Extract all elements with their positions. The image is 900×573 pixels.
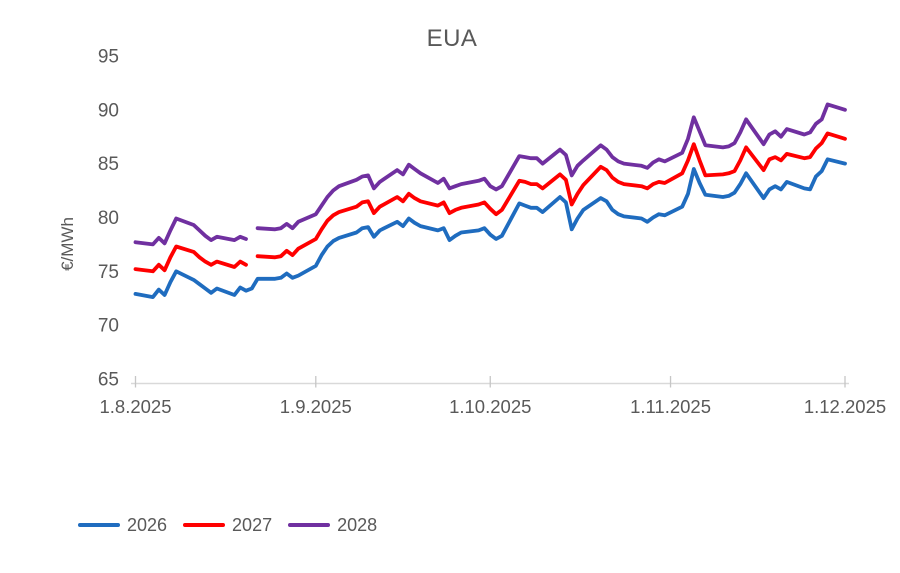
legend-line-swatch-2026: [78, 523, 120, 527]
series-line-2027[interactable]: [133, 131, 847, 274]
y-axis-title: €/MWh: [58, 217, 77, 271]
x-axis-tick-label: 1.8.2025: [99, 396, 171, 417]
x-axis-tick-label: 1.12.2025: [804, 396, 886, 417]
x-axis-tick-label: 1.9.2025: [280, 396, 352, 417]
x-axis-tick-label: 1.10.2025: [449, 396, 531, 417]
legend-label-2026: 2026: [127, 514, 168, 535]
y-axis-tick-label: 70: [98, 316, 119, 337]
legend-item-2028[interactable]: 2028: [288, 515, 377, 536]
legend-line-swatch-2028: [288, 523, 331, 527]
legend-item-2027[interactable]: 2027: [183, 515, 272, 536]
y-axis-tick-label: 85: [98, 154, 119, 175]
legend: 2026 2027 2028: [78, 513, 393, 537]
chart-title[interactable]: EUA: [426, 25, 478, 52]
legend-label-2028: 2028: [337, 514, 378, 535]
series-line-2028[interactable]: [133, 102, 847, 247]
y-axis-tick-label: 80: [98, 208, 119, 229]
legend-line-swatch-2027: [183, 523, 226, 527]
y-axis-tick-label: 90: [98, 100, 119, 121]
y-axis-tick-label: 75: [98, 262, 119, 283]
y-axis-tick-label: 65: [98, 370, 119, 391]
legend-label-2027: 2027: [232, 514, 273, 535]
line-chart-plot: 65 70 75 80 85 90 95 1.8.2025 1.9.2025 1.10.2025 1…: [98, 46, 886, 417]
series-line-2026[interactable]: [133, 157, 847, 299]
legend-item-2026[interactable]: 2026: [78, 515, 167, 536]
y-axis-tick-label: 95: [98, 46, 119, 67]
x-axis-tick-label: 1.11.2025: [630, 396, 711, 417]
